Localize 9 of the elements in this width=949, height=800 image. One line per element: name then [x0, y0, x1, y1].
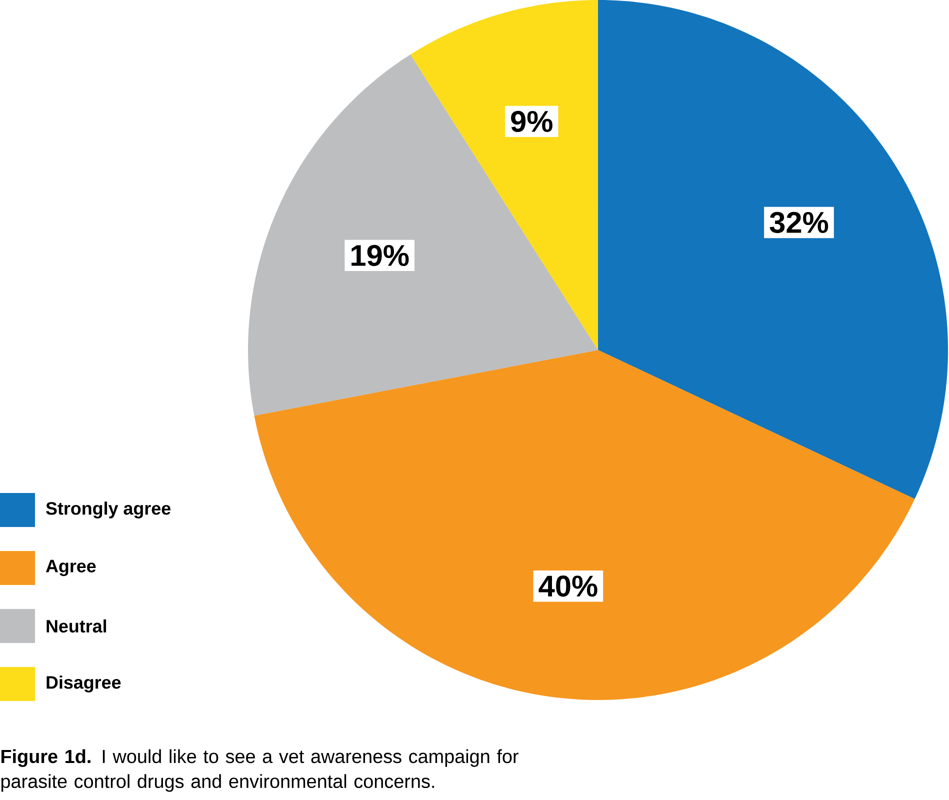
text: Figure 1d. I would like to see a vet awareness campaign for parasite control drugs and environmental concerns. [1, 749, 518, 792]
legend-label: Disagree [46, 676, 121, 692]
data-label: 19% [352, 244, 409, 266]
data-label: 32% [770, 212, 828, 234]
data-label: 9% [511, 110, 552, 132]
legend-label: Agree [46, 560, 96, 576]
data-label: 40% [538, 576, 598, 597]
legend-label: Strongly agree [46, 502, 170, 518]
legend-label: Neutral [46, 619, 106, 633]
